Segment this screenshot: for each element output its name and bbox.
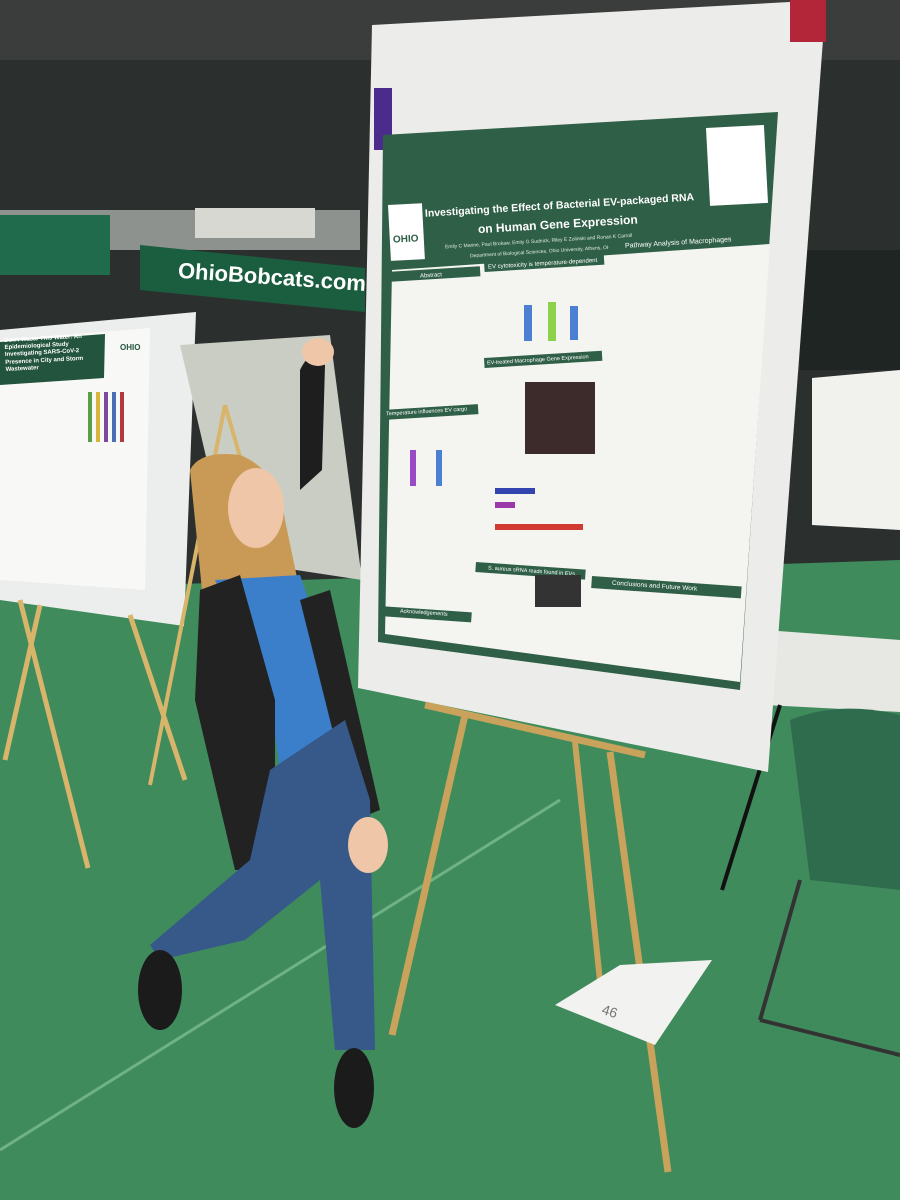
easel-leg bbox=[2, 604, 43, 761]
figure-bar bbox=[495, 488, 535, 494]
section-header bbox=[386, 266, 481, 282]
shoe bbox=[334, 1048, 374, 1128]
crest bbox=[706, 124, 769, 206]
figure-bar bbox=[495, 502, 515, 508]
figure-bar bbox=[410, 450, 416, 486]
figure-bar bbox=[548, 302, 556, 341]
poster-logo: OHIO bbox=[393, 233, 419, 245]
left-poster-title-box: Don't Waste This Water: An Epidemiologic… bbox=[4, 333, 84, 373]
ribbon bbox=[374, 88, 392, 150]
figure-bar bbox=[524, 305, 532, 341]
person bbox=[138, 338, 388, 1128]
sign bbox=[195, 208, 315, 238]
seats-right bbox=[800, 250, 900, 370]
jeans bbox=[150, 720, 375, 1050]
chair bbox=[790, 708, 900, 890]
section-header bbox=[379, 605, 472, 623]
bar-shape bbox=[104, 392, 108, 442]
bar-shape bbox=[88, 392, 92, 442]
ribbon bbox=[790, 0, 826, 42]
section-title: Acknowledgements bbox=[400, 608, 448, 617]
section-header bbox=[591, 576, 742, 599]
section-header bbox=[484, 350, 603, 368]
poster-figures bbox=[410, 302, 595, 607]
sleeve bbox=[300, 590, 380, 820]
floor-line bbox=[0, 798, 561, 1152]
easel-leg bbox=[127, 614, 188, 781]
shoe bbox=[138, 950, 182, 1030]
face bbox=[228, 468, 284, 548]
green-wall bbox=[0, 215, 110, 275]
bar-shape bbox=[112, 392, 116, 442]
bar-shape bbox=[96, 392, 100, 442]
floor-sign bbox=[555, 960, 712, 1045]
section-header bbox=[483, 254, 605, 272]
left-poster-logo: OHIO bbox=[120, 343, 140, 352]
section-header bbox=[608, 230, 767, 252]
section-header bbox=[382, 404, 479, 420]
floor-sign-number: 46 bbox=[600, 1001, 620, 1021]
left-poster-chart bbox=[88, 392, 124, 442]
easel-tray bbox=[424, 701, 646, 759]
raised-arm bbox=[300, 356, 325, 490]
figure-bar bbox=[570, 306, 578, 340]
far-board bbox=[812, 370, 900, 530]
left-poster-header bbox=[0, 334, 105, 385]
easel-leg bbox=[572, 741, 605, 1001]
main-poster-body bbox=[385, 244, 770, 682]
chair-leg bbox=[759, 1018, 900, 1057]
laptop bbox=[535, 575, 581, 607]
chair-leg bbox=[758, 879, 802, 1021]
figure-bar bbox=[495, 524, 583, 530]
figure-bar bbox=[436, 450, 442, 486]
left-poster-title: Don't Waste This Water: An Epidemiologic… bbox=[4, 333, 84, 373]
bar-shape bbox=[120, 392, 124, 442]
table bbox=[765, 630, 900, 712]
heatmap bbox=[525, 382, 595, 454]
section-title: Abstract bbox=[420, 272, 443, 279]
logo-box bbox=[388, 203, 425, 261]
hand bbox=[302, 338, 334, 366]
easel-leg bbox=[606, 751, 672, 1173]
banner bbox=[140, 245, 365, 312]
hand bbox=[348, 817, 388, 873]
cardigan bbox=[195, 575, 275, 870]
section-title: Temperature influences EV cargo bbox=[386, 406, 468, 417]
easel-leg bbox=[388, 714, 469, 1036]
